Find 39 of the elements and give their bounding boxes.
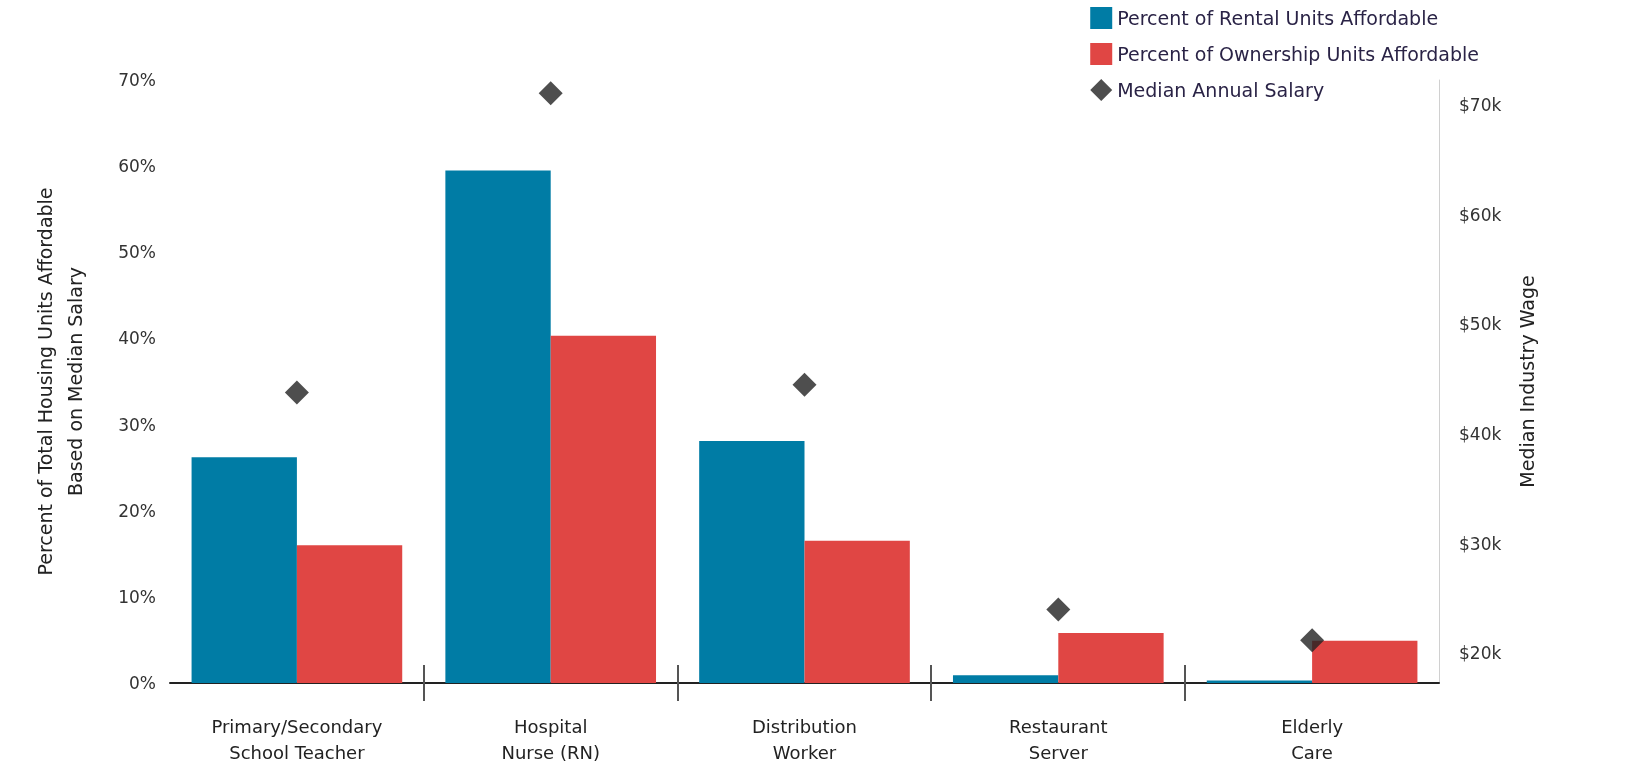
y-tick-label: 60%: [118, 156, 156, 177]
y-tick-label: 70%: [118, 70, 156, 90]
y2-tick-label: $40k: [1459, 424, 1502, 445]
y-tick-label: 50%: [118, 242, 156, 263]
y2-tick-label: $50k: [1459, 314, 1502, 335]
y-tick-label: 20%: [118, 500, 156, 521]
bar: [1206, 680, 1313, 683]
y-tick-label: 10%: [118, 586, 156, 607]
x-tick-label: Hospital Nurse (RN): [501, 715, 600, 763]
legend-label: Percent of Rental Units Affordable: [1117, 7, 1439, 29]
y2-tick-label: $60k: [1459, 204, 1502, 225]
x-tick-label: Elderly Care: [1281, 715, 1344, 763]
bar: [952, 675, 1059, 683]
y2-tick-label: $70k: [1459, 95, 1502, 116]
point: [792, 372, 817, 397]
y2-axis-title: Median Industry Wage: [1516, 275, 1539, 488]
bar: [1312, 640, 1418, 683]
y-tick-label: 40%: [118, 328, 156, 349]
bar: [804, 540, 910, 683]
point: [284, 380, 309, 405]
bar: [550, 335, 657, 683]
y2-tick-label: $20k: [1459, 643, 1502, 664]
bar: [191, 457, 297, 683]
x-tick-label: Distribution Worker: [751, 715, 858, 763]
bar: [1058, 633, 1164, 683]
y-tick-label: 30%: [118, 414, 156, 435]
y-tick-label: 0%: [129, 673, 156, 693]
x-tick-label: Restaurant Server: [1009, 715, 1108, 763]
bar: [699, 440, 805, 683]
y-axis-title: Percent of Total Housing Units Affordable Based on Median Salary: [34, 187, 86, 576]
y2-tick-label: $30k: [1459, 533, 1502, 554]
bar: [296, 545, 403, 683]
x-tick-label: Primary/Secondary School Teacher: [211, 715, 383, 763]
legend-label: Median Annual Salary: [1117, 79, 1325, 101]
legend-label: Percent of Ownership Units Affordable: [1117, 43, 1479, 65]
bar: [445, 170, 551, 683]
point: [1046, 597, 1071, 622]
point: [538, 81, 563, 106]
point: [1300, 628, 1325, 653]
